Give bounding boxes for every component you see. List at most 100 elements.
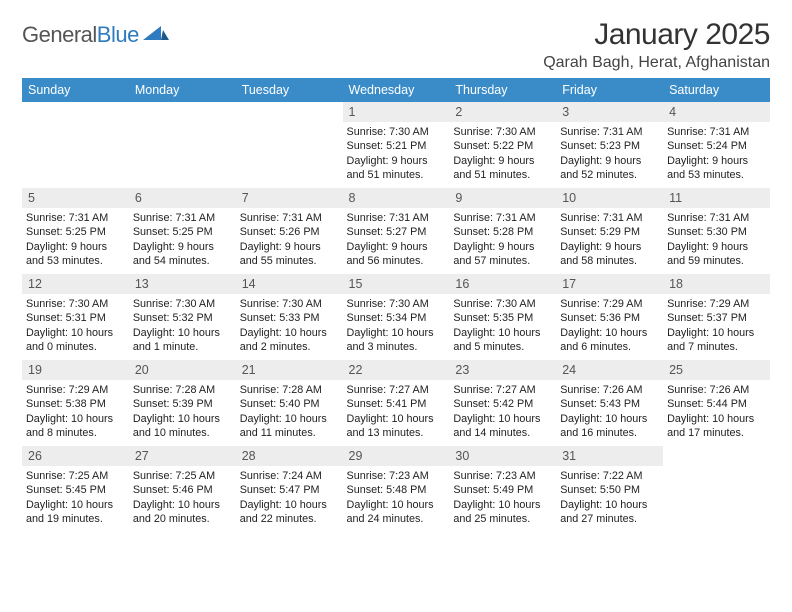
month-title: January 2025: [543, 18, 770, 52]
calendar-header-row: SundayMondayTuesdayWednesdayThursdayFrid…: [22, 78, 770, 102]
day-detail-cell: [236, 122, 343, 188]
day-detail-cell: Sunrise: 7:25 AMSunset: 5:45 PMDaylight:…: [22, 466, 129, 532]
day-detail-cell: Sunrise: 7:30 AMSunset: 5:34 PMDaylight:…: [343, 294, 450, 360]
day-detail-text: Sunrise: 7:28 AMSunset: 5:39 PMDaylight:…: [133, 380, 232, 440]
day-detail-cell: Sunrise: 7:30 AMSunset: 5:22 PMDaylight:…: [449, 122, 556, 188]
day-detail-row: Sunrise: 7:30 AMSunset: 5:21 PMDaylight:…: [22, 122, 770, 188]
day-detail-text: Sunrise: 7:30 AMSunset: 5:34 PMDaylight:…: [347, 294, 446, 354]
day-detail-text: Sunrise: 7:28 AMSunset: 5:40 PMDaylight:…: [240, 380, 339, 440]
day-detail-cell: Sunrise: 7:30 AMSunset: 5:31 PMDaylight:…: [22, 294, 129, 360]
day-number-row: 567891011: [22, 188, 770, 208]
day-number-cell: 20: [129, 360, 236, 380]
day-detail-text: Sunrise: 7:30 AMSunset: 5:31 PMDaylight:…: [26, 294, 125, 354]
day-detail-cell: Sunrise: 7:31 AMSunset: 5:23 PMDaylight:…: [556, 122, 663, 188]
day-detail-row: Sunrise: 7:31 AMSunset: 5:25 PMDaylight:…: [22, 208, 770, 274]
day-number-cell: 31: [556, 446, 663, 466]
dow-header: Saturday: [663, 78, 770, 102]
day-detail-cell: Sunrise: 7:27 AMSunset: 5:42 PMDaylight:…: [449, 380, 556, 446]
day-detail-cell: Sunrise: 7:30 AMSunset: 5:35 PMDaylight:…: [449, 294, 556, 360]
day-detail-cell: Sunrise: 7:31 AMSunset: 5:28 PMDaylight:…: [449, 208, 556, 274]
day-detail-cell: Sunrise: 7:31 AMSunset: 5:27 PMDaylight:…: [343, 208, 450, 274]
logo-word1: General: [22, 22, 97, 47]
day-number-cell: [129, 102, 236, 122]
day-number-cell: 9: [449, 188, 556, 208]
day-detail-text: Sunrise: 7:31 AMSunset: 5:30 PMDaylight:…: [667, 208, 766, 268]
day-detail-cell: Sunrise: 7:23 AMSunset: 5:48 PMDaylight:…: [343, 466, 450, 532]
calendar-table: SundayMondayTuesdayWednesdayThursdayFrid…: [22, 78, 770, 532]
day-detail-text: Sunrise: 7:22 AMSunset: 5:50 PMDaylight:…: [560, 466, 659, 526]
logo-word2: Blue: [97, 22, 139, 47]
day-number-cell: 30: [449, 446, 556, 466]
day-detail-text: Sunrise: 7:31 AMSunset: 5:28 PMDaylight:…: [453, 208, 552, 268]
title-block: January 2025 Qarah Bagh, Herat, Afghanis…: [543, 18, 770, 72]
day-number-cell: 18: [663, 274, 770, 294]
day-number-cell: 12: [22, 274, 129, 294]
day-number-cell: 3: [556, 102, 663, 122]
day-number-cell: 11: [663, 188, 770, 208]
day-number-cell: 2: [449, 102, 556, 122]
day-detail-cell: Sunrise: 7:22 AMSunset: 5:50 PMDaylight:…: [556, 466, 663, 532]
day-number-row: 262728293031: [22, 446, 770, 466]
day-number-cell: 1: [343, 102, 450, 122]
day-detail-text: Sunrise: 7:26 AMSunset: 5:43 PMDaylight:…: [560, 380, 659, 440]
day-detail-text: Sunrise: 7:31 AMSunset: 5:29 PMDaylight:…: [560, 208, 659, 268]
day-number-row: 1234: [22, 102, 770, 122]
day-number-cell: [663, 446, 770, 466]
day-number-cell: 26: [22, 446, 129, 466]
day-detail-cell: [129, 122, 236, 188]
day-number-cell: [22, 102, 129, 122]
day-number-cell: 5: [22, 188, 129, 208]
day-detail-text: Sunrise: 7:27 AMSunset: 5:41 PMDaylight:…: [347, 380, 446, 440]
day-detail-text: Sunrise: 7:30 AMSunset: 5:33 PMDaylight:…: [240, 294, 339, 354]
day-detail-text: Sunrise: 7:30 AMSunset: 5:35 PMDaylight:…: [453, 294, 552, 354]
day-number-cell: 15: [343, 274, 450, 294]
dow-header: Monday: [129, 78, 236, 102]
day-detail-cell: Sunrise: 7:30 AMSunset: 5:21 PMDaylight:…: [343, 122, 450, 188]
day-detail-row: Sunrise: 7:25 AMSunset: 5:45 PMDaylight:…: [22, 466, 770, 532]
logo-mark-icon: [143, 24, 169, 47]
day-detail-cell: Sunrise: 7:30 AMSunset: 5:32 PMDaylight:…: [129, 294, 236, 360]
day-detail-row: Sunrise: 7:29 AMSunset: 5:38 PMDaylight:…: [22, 380, 770, 446]
day-number-cell: 7: [236, 188, 343, 208]
day-detail-cell: Sunrise: 7:27 AMSunset: 5:41 PMDaylight:…: [343, 380, 450, 446]
day-detail-cell: Sunrise: 7:28 AMSunset: 5:40 PMDaylight:…: [236, 380, 343, 446]
day-detail-cell: Sunrise: 7:29 AMSunset: 5:38 PMDaylight:…: [22, 380, 129, 446]
day-detail-cell: Sunrise: 7:29 AMSunset: 5:37 PMDaylight:…: [663, 294, 770, 360]
day-detail-text: Sunrise: 7:31 AMSunset: 5:26 PMDaylight:…: [240, 208, 339, 268]
day-detail-text: Sunrise: 7:29 AMSunset: 5:36 PMDaylight:…: [560, 294, 659, 354]
day-number-cell: 28: [236, 446, 343, 466]
day-number-cell: 23: [449, 360, 556, 380]
day-detail-cell: [22, 122, 129, 188]
calendar-body: 1234Sunrise: 7:30 AMSunset: 5:21 PMDayli…: [22, 102, 770, 532]
dow-header: Wednesday: [343, 78, 450, 102]
dow-header: Thursday: [449, 78, 556, 102]
dow-header: Tuesday: [236, 78, 343, 102]
day-detail-cell: Sunrise: 7:26 AMSunset: 5:44 PMDaylight:…: [663, 380, 770, 446]
day-number-cell: 19: [22, 360, 129, 380]
day-detail-cell: Sunrise: 7:31 AMSunset: 5:26 PMDaylight:…: [236, 208, 343, 274]
day-detail-cell: Sunrise: 7:31 AMSunset: 5:29 PMDaylight:…: [556, 208, 663, 274]
day-detail-text: Sunrise: 7:31 AMSunset: 5:25 PMDaylight:…: [133, 208, 232, 268]
day-detail-text: Sunrise: 7:29 AMSunset: 5:37 PMDaylight:…: [667, 294, 766, 354]
day-number-cell: 8: [343, 188, 450, 208]
day-number-cell: 16: [449, 274, 556, 294]
day-number-cell: 6: [129, 188, 236, 208]
day-detail-cell: Sunrise: 7:29 AMSunset: 5:36 PMDaylight:…: [556, 294, 663, 360]
day-detail-cell: [663, 466, 770, 532]
day-detail-text: Sunrise: 7:30 AMSunset: 5:21 PMDaylight:…: [347, 122, 446, 182]
dow-header: Friday: [556, 78, 663, 102]
day-detail-text: Sunrise: 7:25 AMSunset: 5:45 PMDaylight:…: [26, 466, 125, 526]
day-detail-text: Sunrise: 7:24 AMSunset: 5:47 PMDaylight:…: [240, 466, 339, 526]
day-number-cell: 21: [236, 360, 343, 380]
day-number-cell: 25: [663, 360, 770, 380]
day-number-cell: [236, 102, 343, 122]
day-number-cell: 29: [343, 446, 450, 466]
day-number-cell: 4: [663, 102, 770, 122]
day-detail-text: Sunrise: 7:25 AMSunset: 5:46 PMDaylight:…: [133, 466, 232, 526]
day-detail-text: Sunrise: 7:30 AMSunset: 5:22 PMDaylight:…: [453, 122, 552, 182]
day-detail-cell: Sunrise: 7:28 AMSunset: 5:39 PMDaylight:…: [129, 380, 236, 446]
day-detail-cell: Sunrise: 7:23 AMSunset: 5:49 PMDaylight:…: [449, 466, 556, 532]
dow-header: Sunday: [22, 78, 129, 102]
day-detail-cell: Sunrise: 7:30 AMSunset: 5:33 PMDaylight:…: [236, 294, 343, 360]
day-detail-cell: Sunrise: 7:31 AMSunset: 5:25 PMDaylight:…: [129, 208, 236, 274]
